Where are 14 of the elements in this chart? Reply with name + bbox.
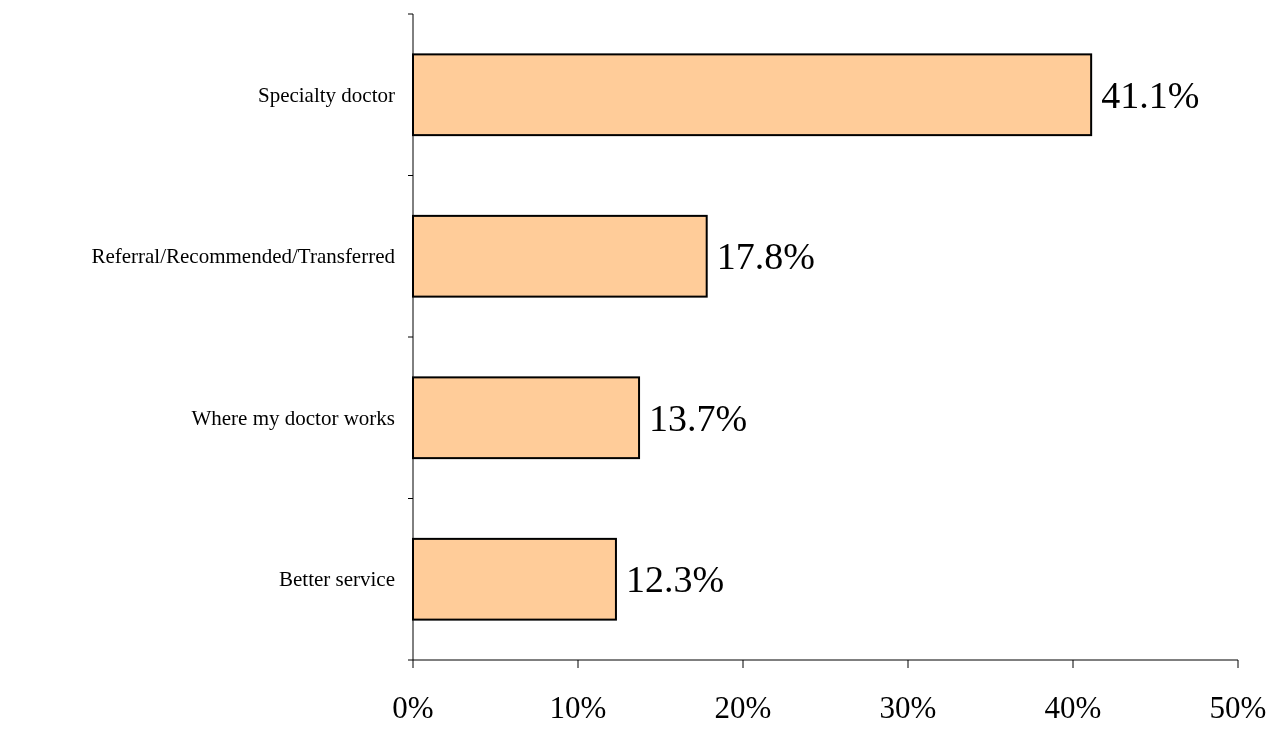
x-tick-label: 50% <box>1209 690 1267 725</box>
x-tick-label: 20% <box>714 690 772 725</box>
y-tick-label: Referral/Recommended/Transferred <box>91 244 396 269</box>
data-label: 12.3% <box>625 558 725 601</box>
data-label: 13.7% <box>649 396 748 439</box>
x-tick-label: 10% <box>549 690 607 725</box>
x-tick-label: 30% <box>879 690 937 725</box>
y-tick-label: Better service <box>278 567 395 592</box>
y-tick-label: Where my doctor works <box>191 405 395 430</box>
data-label: 41.1% <box>1101 73 1200 116</box>
x-tick-label: 0% <box>392 690 434 725</box>
data-label: 17.8% <box>716 235 815 278</box>
y-tick-label: Specialty doctor <box>257 82 395 107</box>
x-tick-label: 40% <box>1044 690 1102 725</box>
